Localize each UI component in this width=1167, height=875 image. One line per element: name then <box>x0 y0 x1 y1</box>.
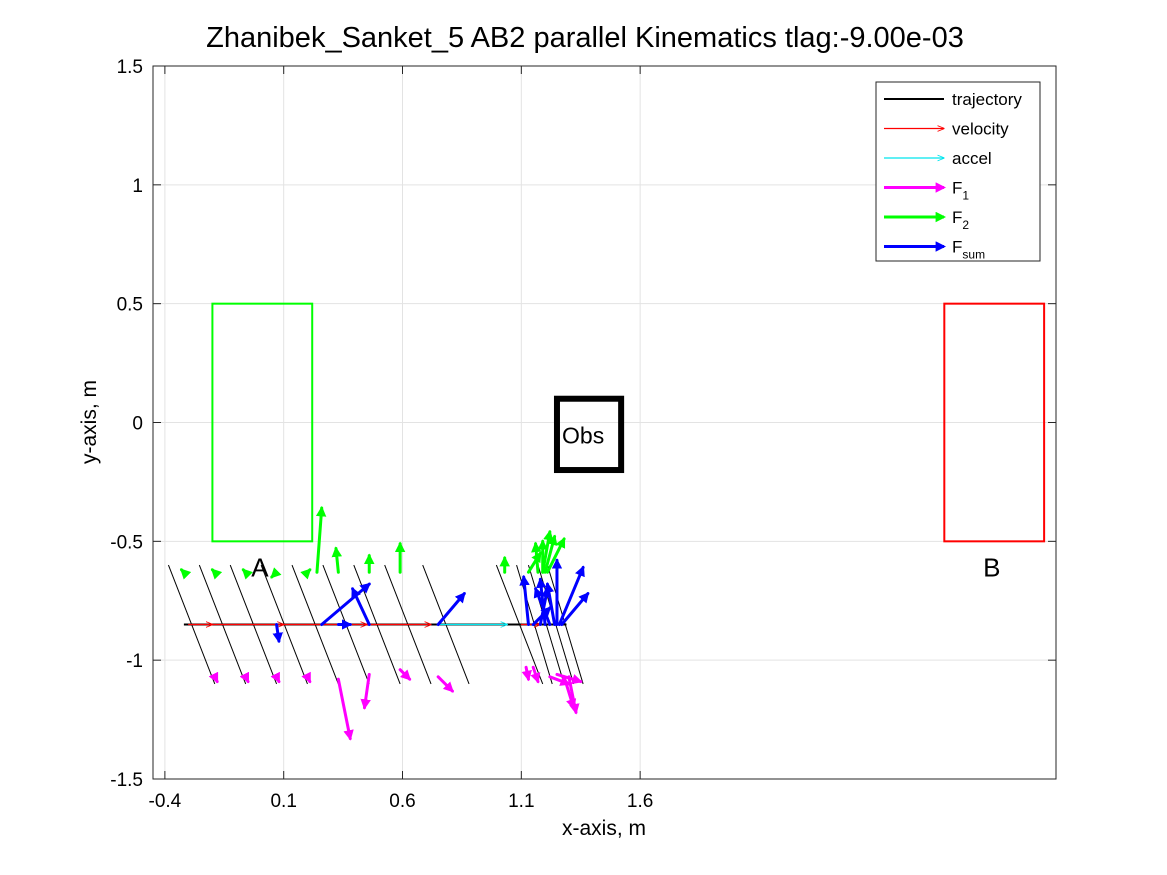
f2-arrow <box>531 541 542 574</box>
legend-label: trajectory <box>952 90 1022 109</box>
region-label-b: B <box>983 552 1000 582</box>
f1-arrow <box>239 671 250 684</box>
f1-arrow <box>562 675 577 710</box>
y-tick-label: -1.5 <box>110 770 143 791</box>
legend-label: Fsum <box>952 238 985 262</box>
x-axis-label: x-axis, m <box>562 817 646 840</box>
y-tick-label: 1 <box>132 176 143 197</box>
f2-arrow <box>241 568 253 580</box>
f2-arrow <box>300 568 312 580</box>
f1-arrow <box>555 672 583 685</box>
f2-arrow <box>315 505 327 574</box>
legend-label: velocity <box>952 120 1009 139</box>
y-axis-label: y-axis, m <box>78 380 101 464</box>
regions <box>211 302 1046 543</box>
f2-arrow <box>270 567 282 579</box>
legend-box <box>875 81 1041 262</box>
fsum-arrow <box>557 565 585 627</box>
fsum-arrow <box>538 586 551 627</box>
f1-arrow <box>336 677 354 741</box>
region-a <box>211 302 314 543</box>
x-tick-label: 0.1 <box>270 791 296 812</box>
legend-label: F1 <box>952 179 969 203</box>
f1-arrow <box>360 672 371 710</box>
x-tick-label: 0.6 <box>389 791 415 812</box>
f2-arrow <box>543 534 558 574</box>
fsum-arrow <box>320 582 371 627</box>
f1-arrow <box>530 665 541 684</box>
f2-arrow <box>526 551 542 574</box>
fsum-arrow <box>272 623 283 644</box>
chart-title: Zhanibek_Sanket_5 AB2 parallel Kinematic… <box>206 22 964 54</box>
y-tick-label: 0 <box>132 414 143 435</box>
x-tick-label: -0.4 <box>149 791 182 812</box>
f1-arrow <box>521 665 532 682</box>
f1-arrow <box>436 675 454 693</box>
legend: trajectory velocity accel F1 F2 Fsum <box>875 81 1041 262</box>
y-tick-label: -1 <box>126 651 143 672</box>
f1-arrow <box>567 675 580 715</box>
fsum-arrow <box>351 586 371 627</box>
legend-label: F2 <box>952 208 969 232</box>
f1-arrow <box>270 671 281 684</box>
region-labels: A Obs B <box>251 422 1000 582</box>
y-tick-label: -0.5 <box>110 532 143 553</box>
x-tick-label: 1.1 <box>508 791 534 812</box>
f2-arrow <box>180 568 192 580</box>
force-arrows <box>180 505 590 741</box>
f1-arrow <box>208 671 219 684</box>
f2-arrow <box>210 568 223 580</box>
region-b <box>943 302 1046 543</box>
x-ticks: -0.4 0.1 0.6 1.1 1.6 <box>149 66 653 812</box>
y-tick-label: 1.5 <box>117 57 143 78</box>
fsum-arrow <box>436 592 466 627</box>
region-label-a: A <box>251 552 269 582</box>
fsum-arrow <box>519 574 530 627</box>
y-tick-label: 0.5 <box>117 295 143 316</box>
y-ticks: -1.5 -1 -0.5 0 0.5 1 1.5 <box>110 57 1056 791</box>
f1-arrow <box>301 671 312 684</box>
region-label-obs: Obs <box>562 422 604 448</box>
f2-arrow <box>331 546 343 574</box>
region-obs <box>553 395 625 474</box>
fsum-arrow <box>560 592 590 627</box>
f1-arrow <box>398 668 412 681</box>
x-tick-label: 1.6 <box>627 791 653 812</box>
f2-arrow <box>545 537 566 574</box>
legend-label: accel <box>952 149 992 168</box>
